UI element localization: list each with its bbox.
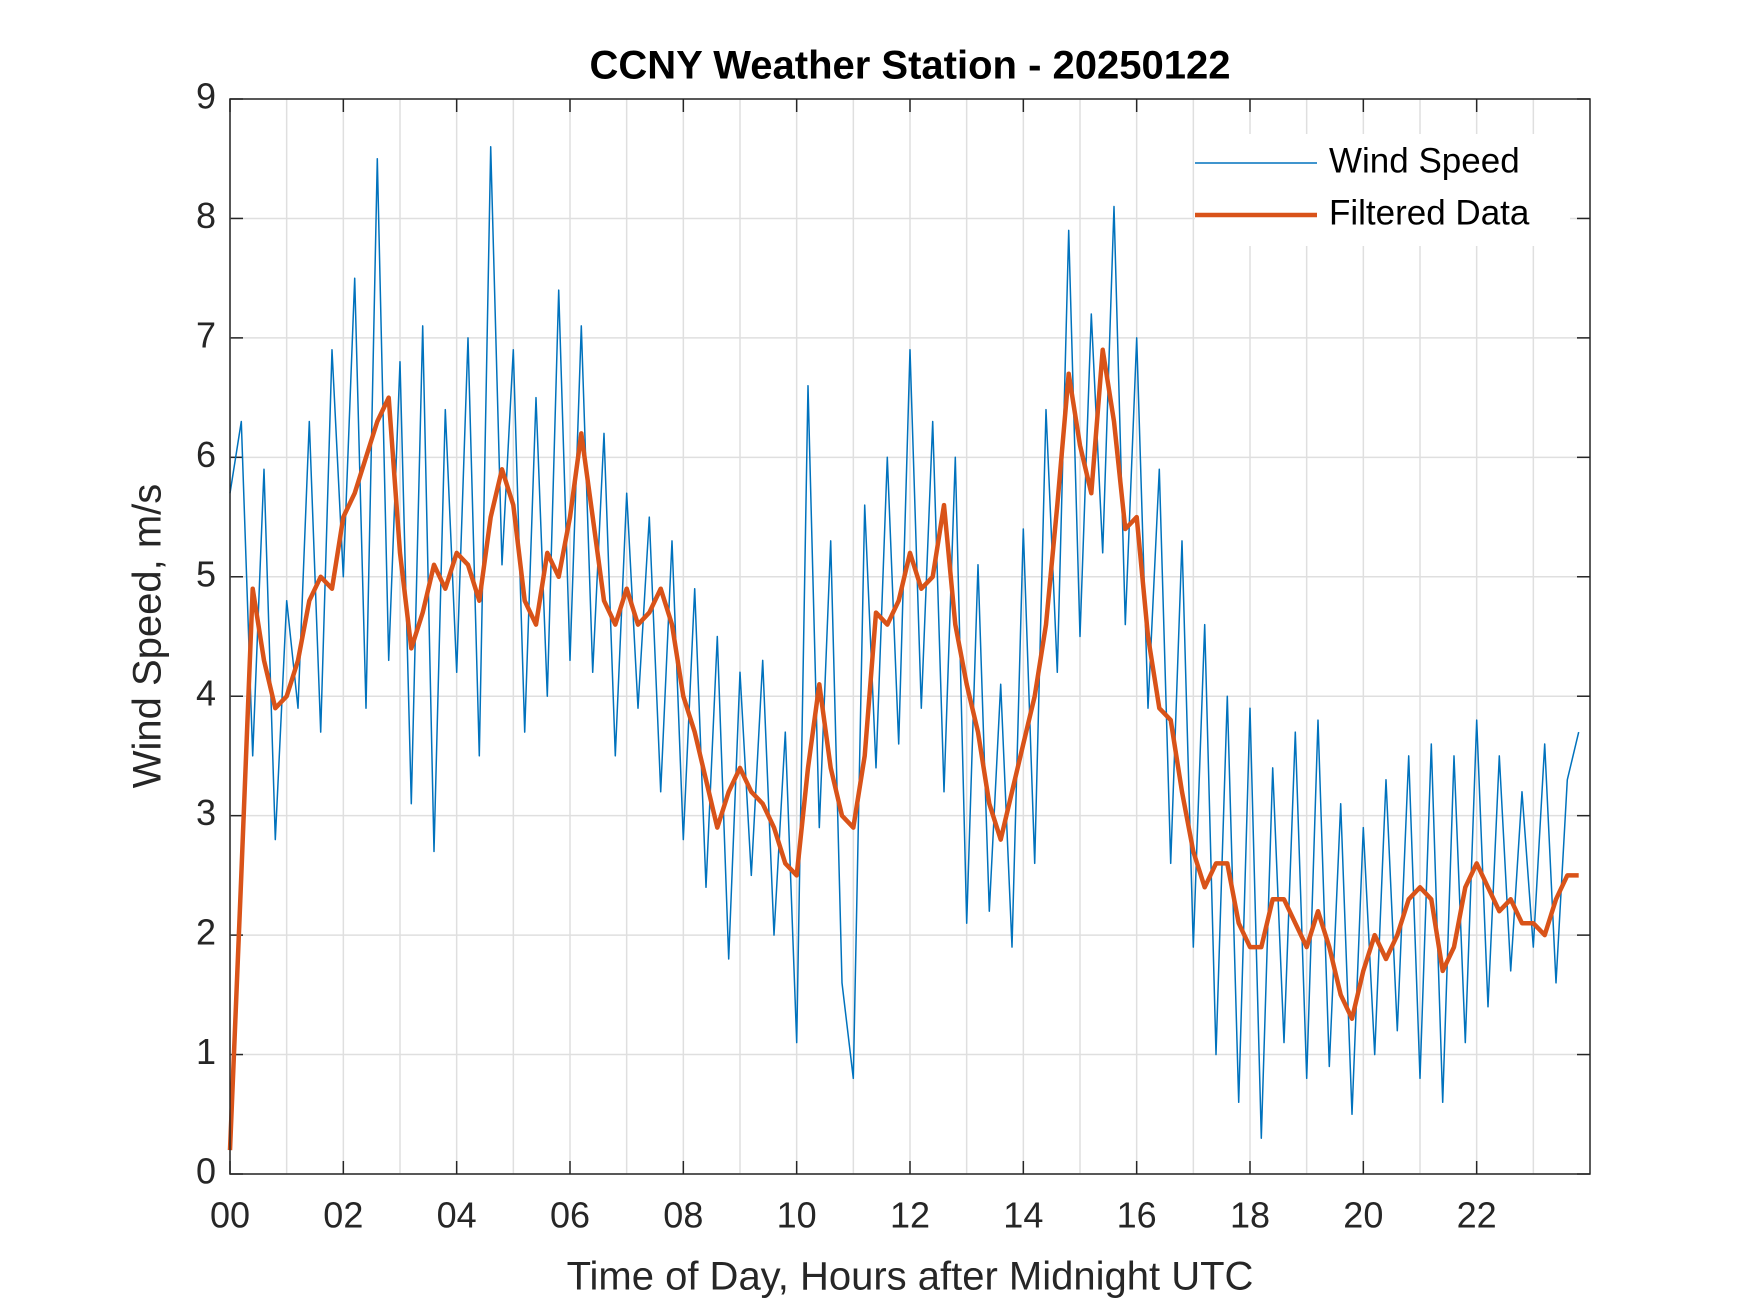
x-tick-label: 18 (1230, 1195, 1270, 1236)
x-tick-label: 16 (1117, 1195, 1157, 1236)
legend-label: Filtered Data (1329, 193, 1530, 232)
y-tick-label: 0 (196, 1151, 216, 1192)
x-axis-label: Time of Day, Hours after Midnight UTC (567, 1255, 1254, 1299)
y-tick-label: 9 (196, 76, 216, 117)
x-tick-label: 22 (1457, 1195, 1497, 1236)
data-line (229, 146, 1580, 1139)
y-tick-label: 7 (196, 314, 216, 355)
y-tick-label: 1 (196, 1031, 216, 1072)
y-axis-label: Wind Speed, m/s (126, 484, 170, 789)
chart-title: CCNY Weather Station - 20250122 (590, 44, 1231, 88)
y-tick-label: 5 (196, 553, 216, 594)
legend-label: Wind Speed (1329, 141, 1520, 180)
x-tick-label: 20 (1343, 1195, 1383, 1236)
x-tick-label: 10 (777, 1195, 817, 1236)
x-tick-label: 12 (890, 1195, 930, 1236)
y-tick-label: 3 (196, 792, 216, 833)
x-tick-label: 04 (437, 1195, 477, 1236)
x-tick-label: 08 (663, 1195, 703, 1236)
x-tick-label: 06 (550, 1195, 590, 1236)
y-tick-label: 8 (196, 195, 216, 236)
x-tick-label: 02 (323, 1195, 363, 1236)
y-tick-label: 4 (196, 673, 216, 714)
x-tick-label: 14 (1003, 1195, 1043, 1236)
legend-box (1195, 134, 1570, 246)
x-tick-label: 00 (210, 1195, 250, 1236)
data-line (227, 347, 1579, 1151)
axes-box (229, 98, 1591, 1175)
y-tick-label: 6 (196, 434, 216, 475)
y-tick-label: 2 (196, 912, 216, 953)
